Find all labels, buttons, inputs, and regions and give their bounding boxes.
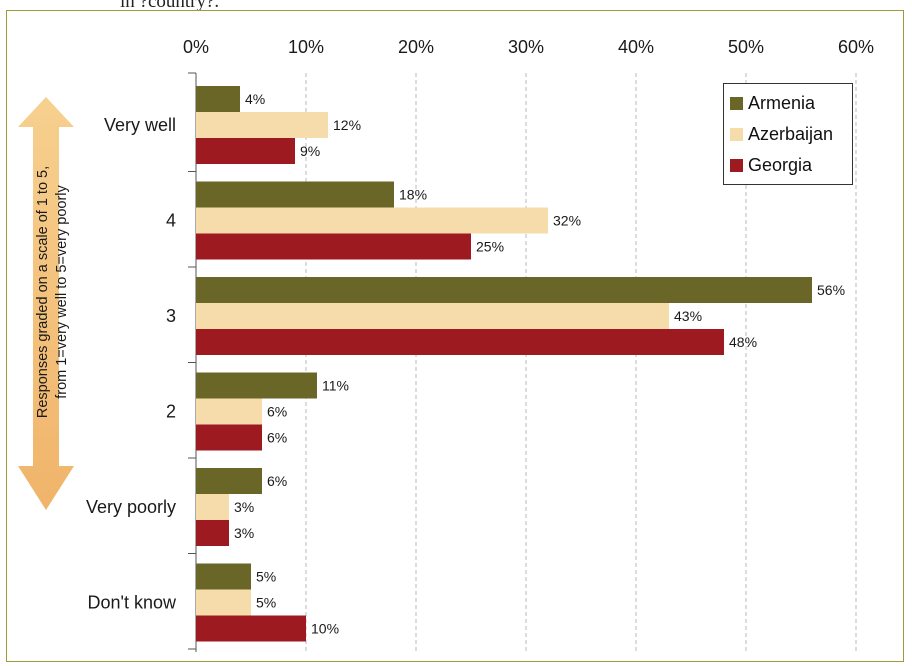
category-label: 4 [166,211,176,231]
tick-label: 0% [183,37,209,57]
bar-georgia [196,138,295,164]
data-label: 4% [245,91,265,107]
data-label: 5% [256,569,276,585]
bar-armenia [196,372,317,399]
bar-azerbaijan [196,589,251,616]
axis-title-line-1: Responses graded on a scale of 1 to 5, [35,165,51,419]
bar-armenia [196,86,240,112]
legend-item-armenia: Armenia [730,88,846,119]
legend-label-armenia: Armenia [748,93,816,113]
tick-label: 60% [838,37,874,57]
category-label: Very well [104,115,176,135]
data-label: 48% [729,334,757,350]
category-label: 2 [166,402,176,422]
bar-azerbaijan [196,398,262,425]
bar-georgia [196,424,262,451]
bar-azerbaijan [196,207,548,234]
bar-georgia [196,329,724,355]
legend-swatch-azerbaijan [730,128,743,141]
legend-label-azerbaijan: Azerbaijan [748,124,834,144]
chart-frame [6,10,904,662]
bar-armenia [196,277,812,303]
scale-arrow [18,97,74,510]
tick-label: 10% [288,37,324,57]
data-label: 11% [322,378,349,394]
bar-armenia [196,563,251,590]
bar-georgia [196,615,306,642]
bar-azerbaijan [196,303,669,329]
legend-swatch-armenia [730,97,743,110]
category-label: 3 [166,306,176,326]
data-label: 18% [399,187,427,203]
header-partial-text: in ?country?. [120,0,220,12]
legend-item-azerbaijan: Azerbaijan [730,119,846,150]
data-label: 56% [817,282,845,298]
tick-label: 30% [508,37,544,57]
data-label: 5% [256,595,276,611]
category-label: Very poorly [86,497,176,517]
bar-georgia [196,233,471,260]
legend: Armenia Azerbaijan Georgia [723,83,853,185]
legend-swatch-georgia [730,159,743,172]
tick-label: 20% [398,37,434,57]
data-label: 3% [234,525,254,541]
legend-label-georgia: Georgia [748,155,813,175]
legend-item-georgia: Georgia [730,150,846,181]
category-label: Don't know [88,593,177,613]
bar-georgia [196,520,229,546]
tick-label: 50% [728,37,764,57]
tick-label: 40% [618,37,654,57]
data-label: 32% [553,213,581,229]
data-label: 6% [267,404,287,420]
bar-azerbaijan [196,494,229,520]
data-label: 12% [333,117,361,133]
axis-title-line-2: from 1=very well to 5=very poorly [54,185,70,399]
data-label: 9% [300,143,320,159]
data-label: 43% [674,308,702,324]
data-label: 3% [234,499,254,515]
data-label: 6% [267,473,287,489]
data-label: 10% [311,621,339,637]
bar-armenia [196,468,262,494]
bar-azerbaijan [196,112,328,138]
data-label: 25% [476,239,504,255]
bar-armenia [196,181,394,208]
data-label: 6% [267,430,287,446]
